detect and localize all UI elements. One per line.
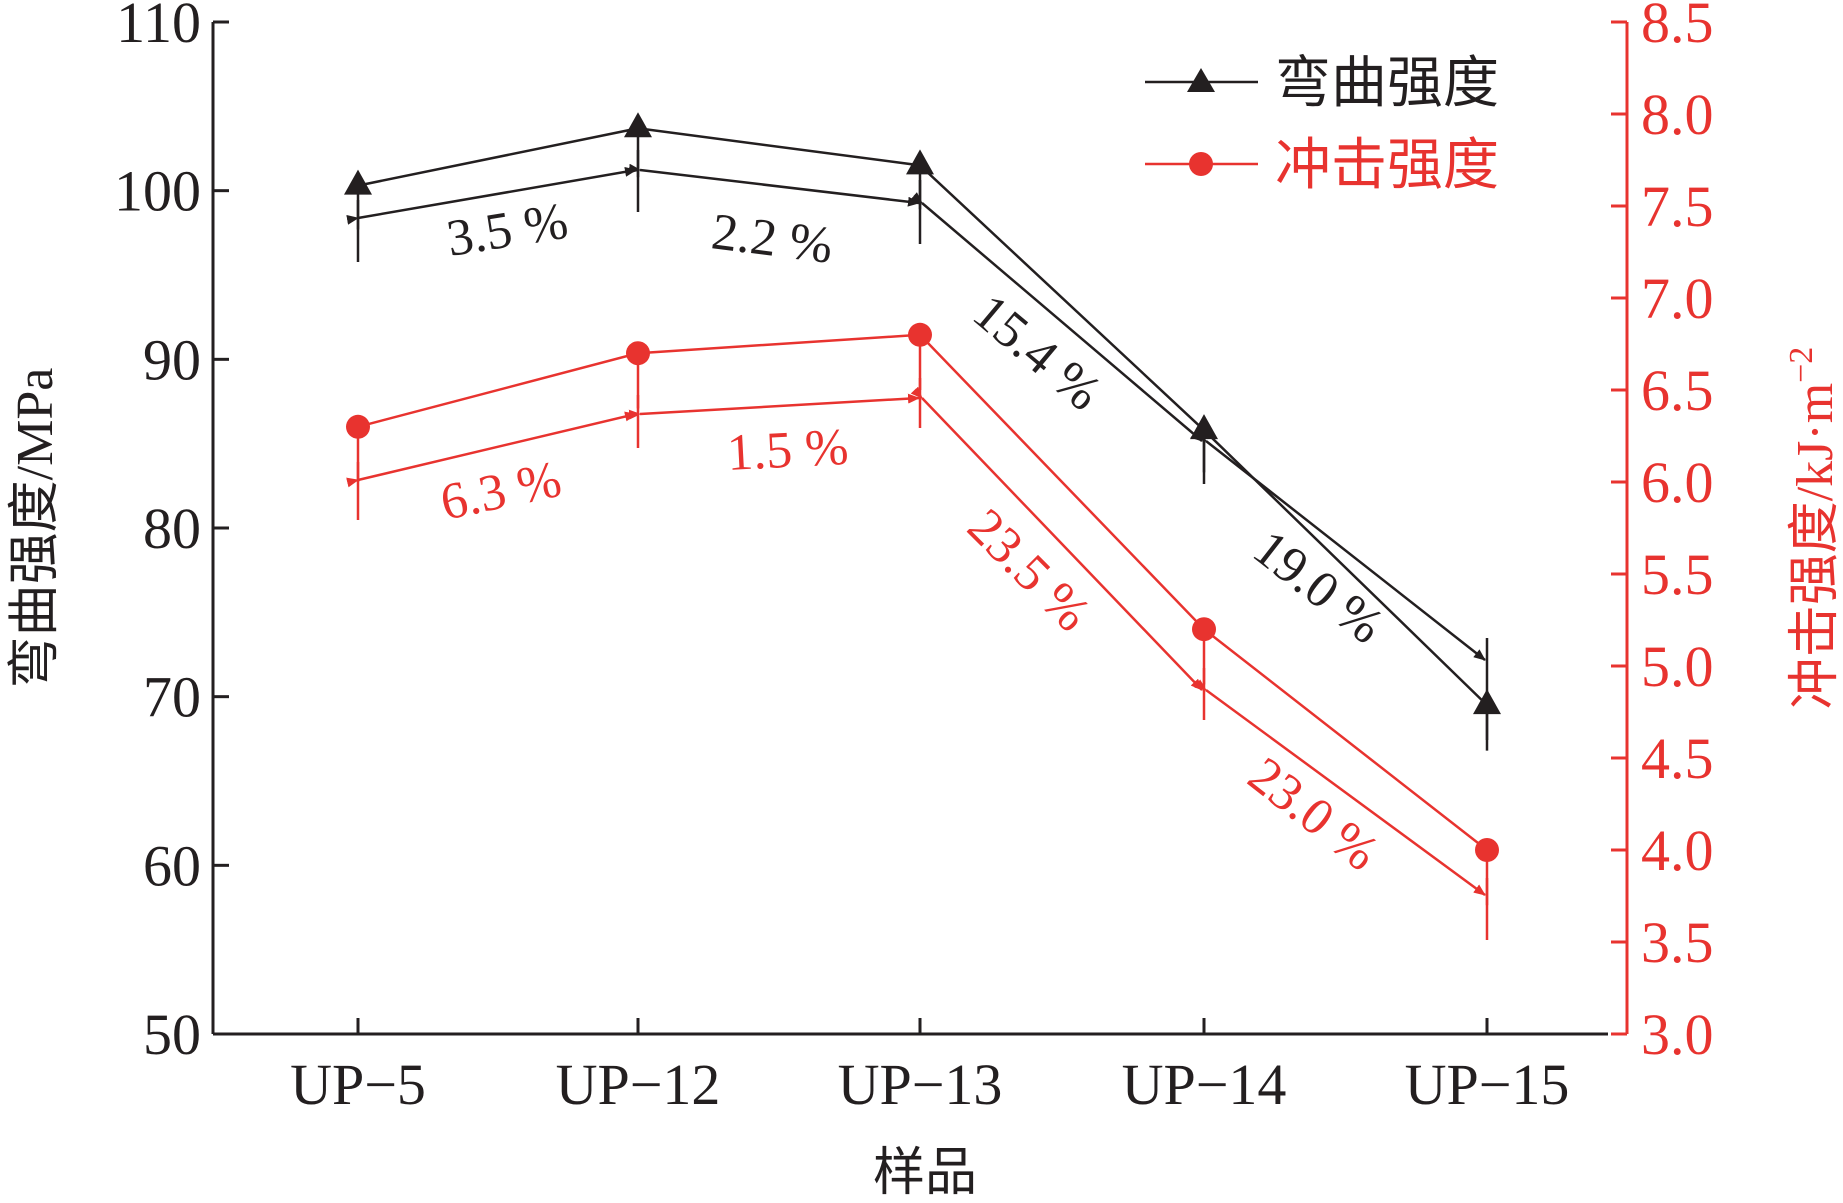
x-tick-label: UP−13	[838, 1052, 1003, 1117]
triangle-marker	[344, 169, 372, 195]
impact-change-labels: 6.3 % 1.5 % 23.5 % 23.0 %	[436, 419, 1389, 882]
impact-arrow-2	[628, 393, 920, 420]
triangle-marker	[906, 149, 934, 175]
circle-marker	[626, 341, 650, 366]
impact-arrow-4	[1194, 679, 1486, 897]
impact-change-arrows	[346, 378, 1489, 940]
x-tick-label: UP−15	[1405, 1052, 1570, 1117]
series-layer	[344, 112, 1501, 906]
left-tick-label: 110	[116, 0, 201, 55]
right-tick-label: 5.0	[1641, 634, 1714, 699]
impact-change-label: 6.3 %	[436, 451, 567, 532]
right-tick-label: 8.5	[1641, 0, 1714, 55]
circle-marker	[908, 322, 932, 347]
left-tick-label: 60	[143, 833, 201, 898]
x-tick-label: UP−12	[556, 1052, 721, 1117]
flexural-change-label: 3.5 %	[443, 193, 572, 268]
legend-circle-marker	[1189, 152, 1213, 176]
impact-change-label: 23.5 %	[957, 498, 1101, 642]
legend: 弯曲强度 冲击强度	[1145, 53, 1499, 197]
flexural-change-label: 2.2 %	[709, 203, 836, 274]
x-tick-label: UP−5	[290, 1052, 426, 1117]
triangle-marker	[624, 112, 652, 138]
right-tick-label: 8.0	[1641, 82, 1714, 147]
right-tick-label: 3.0	[1641, 1002, 1714, 1067]
impact-change-label: 23.0 %	[1238, 747, 1389, 883]
left-tick-label: 70	[143, 665, 201, 730]
right-axis-title: 冲击强度/kJ·m−2	[1783, 347, 1843, 710]
left-tick-label: 80	[143, 496, 201, 561]
left-tick-label: 50	[143, 1002, 201, 1067]
x-axis-title: 样品	[873, 1145, 977, 1202]
flexural-arrow-1	[346, 166, 637, 225]
left-axis-ticks: 50 60 70 80 90 100 110	[114, 0, 229, 1067]
triangle-marker	[1190, 414, 1218, 440]
impact-arrow-3	[910, 386, 1203, 691]
left-tick-label: 100	[114, 159, 201, 224]
impact-arrow-1	[346, 411, 637, 488]
x-tick-label: UP−14	[1122, 1052, 1287, 1117]
legend-label-impact: 冲击强度	[1275, 135, 1499, 197]
right-axis-title-superscript: −2	[1783, 347, 1820, 383]
circle-marker	[1475, 838, 1499, 862]
right-tick-label: 7.0	[1641, 266, 1714, 331]
right-tick-label: 7.5	[1641, 174, 1714, 239]
flexural-arrow-2	[628, 163, 920, 207]
right-tick-label: 4.0	[1641, 818, 1714, 883]
triangle-marker	[1473, 689, 1501, 715]
left-axis-title: 弯曲强度/MPa	[6, 368, 64, 689]
legend-triangle-marker	[1187, 68, 1215, 92]
right-tick-label: 4.5	[1641, 726, 1714, 791]
circle-marker	[1192, 617, 1216, 642]
x-axis-ticks: UP−5 UP−12 UP−13 UP−14 UP−15	[290, 1018, 1569, 1117]
right-tick-label: 6.5	[1641, 358, 1714, 423]
legend-label-flexural: 弯曲强度	[1275, 53, 1499, 115]
right-tick-label: 3.5	[1641, 910, 1714, 975]
impact-change-label: 1.5 %	[726, 419, 850, 482]
circle-marker	[346, 414, 370, 439]
right-tick-label: 6.0	[1641, 450, 1714, 515]
right-axis-ticks: 3.0 3.5 4.0 4.5 5.0 5.5 6.0 6.5 7.0 7.5 8.0 8.5	[1611, 0, 1714, 1067]
flexural-change-labels: 3.5 % 2.2 % 15.4 % 19.0 %	[443, 193, 1394, 656]
right-axis-title-main: 冲击强度/kJ·m	[1787, 383, 1843, 709]
right-tick-label: 5.5	[1641, 542, 1714, 607]
left-tick-label: 90	[143, 327, 201, 392]
